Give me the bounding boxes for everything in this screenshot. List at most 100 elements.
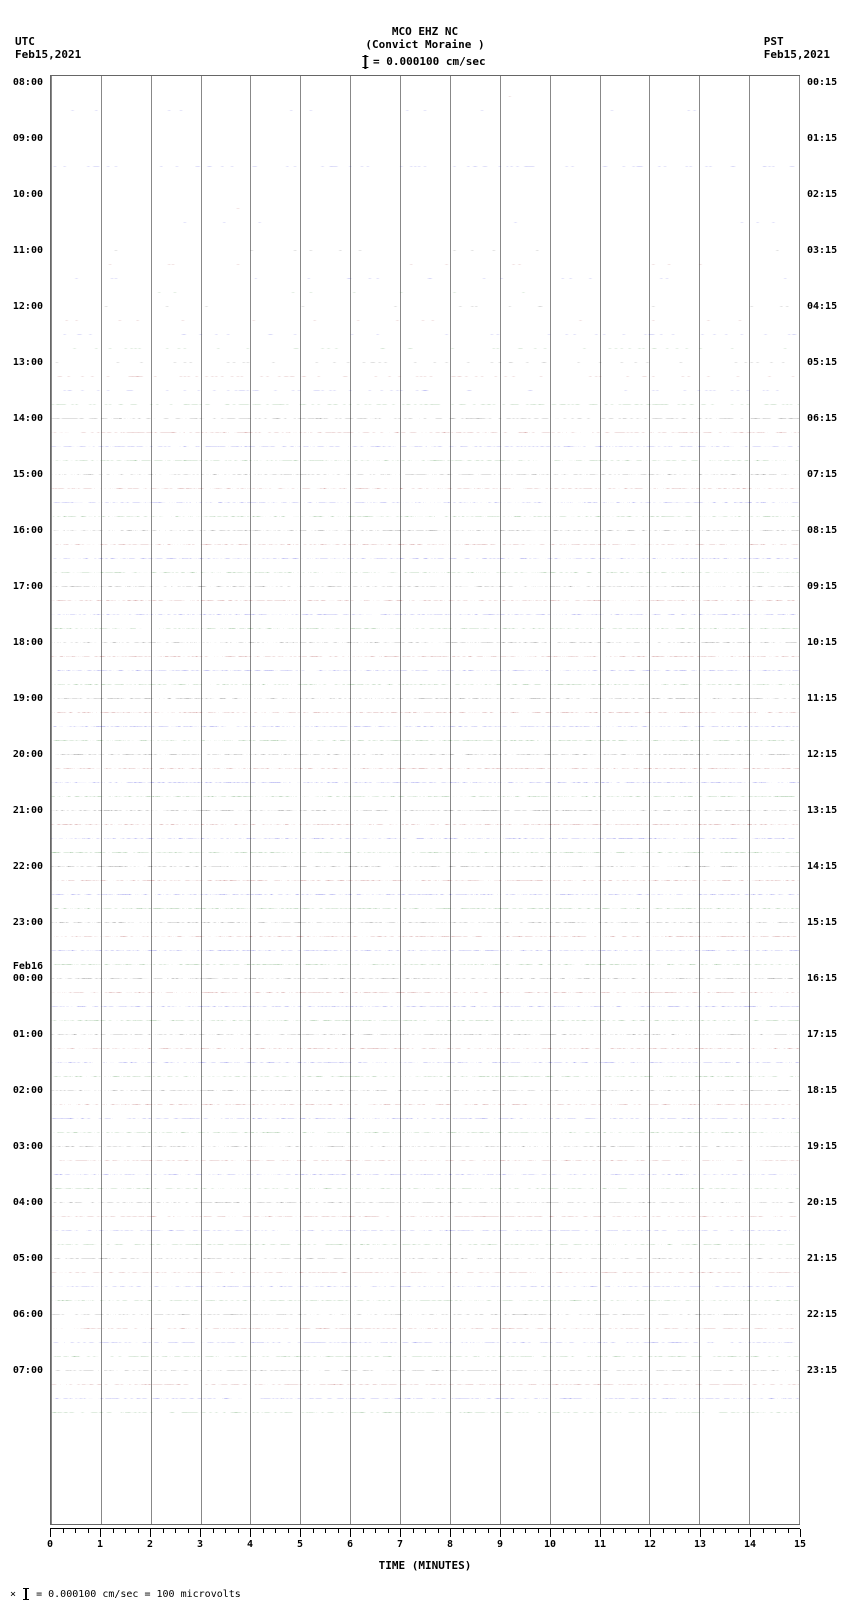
grid-line-major (749, 76, 750, 1524)
utc-hour-label: 13:00 (13, 357, 43, 368)
seismic-trace (51, 460, 799, 461)
utc-hour-label: 02:00 (13, 1085, 43, 1096)
footer-prefix: × (10, 1589, 16, 1600)
seismic-trace (51, 964, 799, 965)
x-axis-ticks: 0123456789101112131415 (50, 1528, 800, 1543)
utc-hour-label: 12:00 (13, 301, 43, 312)
grid-line-major (300, 76, 301, 1524)
x-tick-minor (475, 1529, 476, 1533)
utc-hour-label: 18:00 (13, 637, 43, 648)
seismic-trace (51, 782, 799, 783)
x-tick-minor (625, 1529, 626, 1533)
seismic-trace (51, 1062, 799, 1063)
x-tick-major (750, 1529, 751, 1537)
utc-hour-label: 14:00 (13, 413, 43, 424)
seismic-trace (51, 1020, 799, 1021)
seismic-trace (51, 1412, 799, 1413)
station-code: MCO EHZ NC (364, 25, 485, 38)
x-tick-label: 9 (497, 1539, 503, 1550)
x-tick-minor (463, 1529, 464, 1533)
seismic-trace (51, 1006, 799, 1007)
grid-line-major (151, 76, 152, 1524)
right-date: Feb15,2021 (764, 48, 830, 61)
seismic-trace (51, 138, 799, 139)
seismic-trace (51, 1202, 799, 1203)
pst-hour-label: 23:15 (807, 1365, 837, 1376)
x-tick-major (400, 1529, 401, 1537)
pst-hour-label: 14:15 (807, 861, 837, 872)
seismic-trace (51, 474, 799, 475)
seismic-trace (51, 516, 799, 517)
grid-line-major (699, 76, 700, 1524)
utc-hour-label: 23:00 (13, 917, 43, 928)
header-right: PST Feb15,2021 (764, 35, 830, 61)
x-tick-minor (525, 1529, 526, 1533)
seismic-trace (51, 390, 799, 391)
utc-hour-label: 09:00 (13, 133, 43, 144)
seismic-trace (51, 1076, 799, 1077)
seismic-trace (51, 348, 799, 349)
seismic-trace (51, 124, 799, 125)
seismic-trace (51, 894, 799, 895)
seismic-trace (51, 600, 799, 601)
seismic-trace (51, 936, 799, 937)
seismic-trace (51, 180, 799, 181)
x-tick-minor (638, 1529, 639, 1533)
x-tick-major (200, 1529, 201, 1537)
x-tick-major (700, 1529, 701, 1537)
seismic-trace (51, 152, 799, 153)
x-tick-minor (775, 1529, 776, 1533)
seismic-trace (51, 1174, 799, 1175)
seismic-trace (51, 432, 799, 433)
x-tick-major (50, 1529, 51, 1537)
x-tick-label: 7 (397, 1539, 403, 1550)
x-tick-major (500, 1529, 501, 1537)
seismic-trace (51, 1132, 799, 1133)
seismic-trace (51, 628, 799, 629)
x-tick-minor (738, 1529, 739, 1533)
seismic-trace (51, 1216, 799, 1217)
x-tick-minor (663, 1529, 664, 1533)
seismic-trace (51, 824, 799, 825)
seismic-trace (51, 740, 799, 741)
seismic-trace (51, 222, 799, 223)
utc-hour-label: 20:00 (13, 749, 43, 760)
seismic-trace (51, 880, 799, 881)
x-tick-minor (613, 1529, 614, 1533)
x-tick-minor (163, 1529, 164, 1533)
seismic-trace (51, 642, 799, 643)
seismic-trace (51, 656, 799, 657)
scale-bar-icon (364, 55, 366, 69)
seismic-trace (51, 586, 799, 587)
seismic-trace (51, 418, 799, 419)
pst-hour-label: 21:15 (807, 1253, 837, 1264)
seismic-trace (51, 810, 799, 811)
x-tick-minor (363, 1529, 364, 1533)
left-date: Feb15,2021 (15, 48, 81, 61)
x-tick-major (150, 1529, 151, 1537)
scale-text: = 0.000100 cm/sec (373, 55, 486, 68)
seismic-trace (51, 670, 799, 671)
grid-line-major (649, 76, 650, 1524)
seismic-trace (51, 376, 799, 377)
seismic-trace (51, 698, 799, 699)
x-tick-minor (75, 1529, 76, 1533)
seismic-trace (51, 1314, 799, 1315)
x-tick-minor (313, 1529, 314, 1533)
seismic-trace (51, 1146, 799, 1147)
grid-line-major (101, 76, 102, 1524)
seismic-trace (51, 950, 799, 951)
header-center: MCO EHZ NC (Convict Moraine ) = 0.000100… (364, 25, 485, 69)
x-tick-minor (275, 1529, 276, 1533)
seismic-trace (51, 194, 799, 195)
grid-line-major (550, 76, 551, 1524)
x-tick-label: 14 (744, 1539, 756, 1550)
header-left: UTC Feb15,2021 (15, 35, 81, 61)
x-tick-minor (125, 1529, 126, 1533)
x-tick-label: 4 (247, 1539, 253, 1550)
seismic-trace (51, 362, 799, 363)
seismic-trace (51, 908, 799, 909)
pst-hour-label: 07:15 (807, 469, 837, 480)
x-tick-minor (175, 1529, 176, 1533)
seismic-trace (51, 1188, 799, 1189)
